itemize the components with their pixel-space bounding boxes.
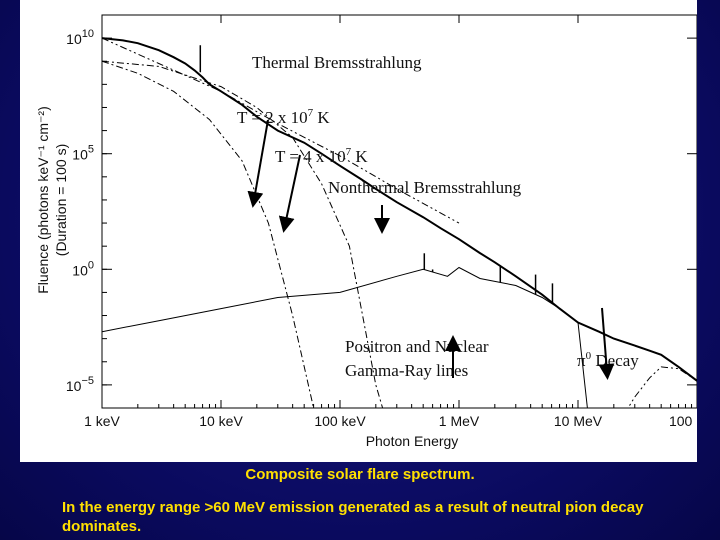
y-tick-label: 10−5 bbox=[66, 375, 94, 394]
series-line-2 bbox=[102, 60, 315, 408]
x-axis-ticks: 1 keV 10 keV 100 keV 1 MeV 10 MeV 100 MeV bbox=[84, 15, 697, 429]
caption-title: Composite solar flare spectrum. bbox=[245, 466, 475, 483]
series-line-5 bbox=[627, 366, 697, 408]
x-tick-label: 10 keV bbox=[199, 413, 243, 429]
annotation-thermal-bremsstrahlung: Thermal Bremsstrahlung bbox=[252, 53, 422, 72]
annotation-temp-4e7: T = 4 x 107 K bbox=[275, 146, 368, 166]
caption-body: In the energy range >60 MeV emission gen… bbox=[62, 499, 644, 535]
x-tick-label: 10 MeV bbox=[554, 413, 603, 429]
annotation-gamma-lines-line2: Gamma-Ray lines bbox=[345, 361, 468, 380]
arrow-temp-2e7 bbox=[247, 119, 269, 208]
x-tick-label: 1 MeV bbox=[439, 413, 480, 429]
series-line-0 bbox=[102, 37, 697, 382]
y-tick-label: 105 bbox=[72, 144, 94, 163]
annotation-nonthermal-bremsstrahlung: Nonthermal Bremsstrahlung bbox=[328, 178, 522, 197]
annotation-gamma-lines-line1: Positron and Nuclear bbox=[345, 337, 489, 356]
x-tick-label: 100 keV bbox=[314, 413, 366, 429]
y-tick-label: 1010 bbox=[66, 28, 94, 47]
x-axis-title: Photon Energy bbox=[366, 433, 459, 449]
series-line-3 bbox=[102, 60, 384, 408]
arrow-pion-decay bbox=[598, 307, 615, 380]
y-tick-label: 100 bbox=[72, 259, 94, 278]
series-line-1 bbox=[102, 37, 460, 224]
y-axis-title-line1: Fluence (photons keV⁻¹ cm⁻²) bbox=[35, 106, 51, 294]
annotation-pion-decay: π0 Decay bbox=[577, 350, 639, 370]
annotation-temp-2e7: T = 2 x 107 K bbox=[237, 107, 330, 127]
y-axis-title-line2: (Duration = 100 s) bbox=[53, 144, 69, 256]
x-tick-label: 1 keV bbox=[84, 413, 120, 429]
arrow-temp-4e7 bbox=[278, 154, 301, 233]
y-axis-ticks: 1010 105 100 10−5 bbox=[66, 14, 697, 409]
line-peaks-layer bbox=[199, 45, 554, 305]
chart-panel: 1 keV 10 keV 100 keV 1 MeV 10 MeV 100 MeV 101… bbox=[20, 0, 697, 462]
series-line-4 bbox=[102, 266, 588, 408]
x-tick-label: 100 MeV bbox=[669, 413, 697, 429]
plot-frame bbox=[101, 14, 697, 409]
spectrum-chart: 1 keV 10 keV 100 keV 1 MeV 10 MeV 100 MeV 101… bbox=[35, 14, 697, 449]
